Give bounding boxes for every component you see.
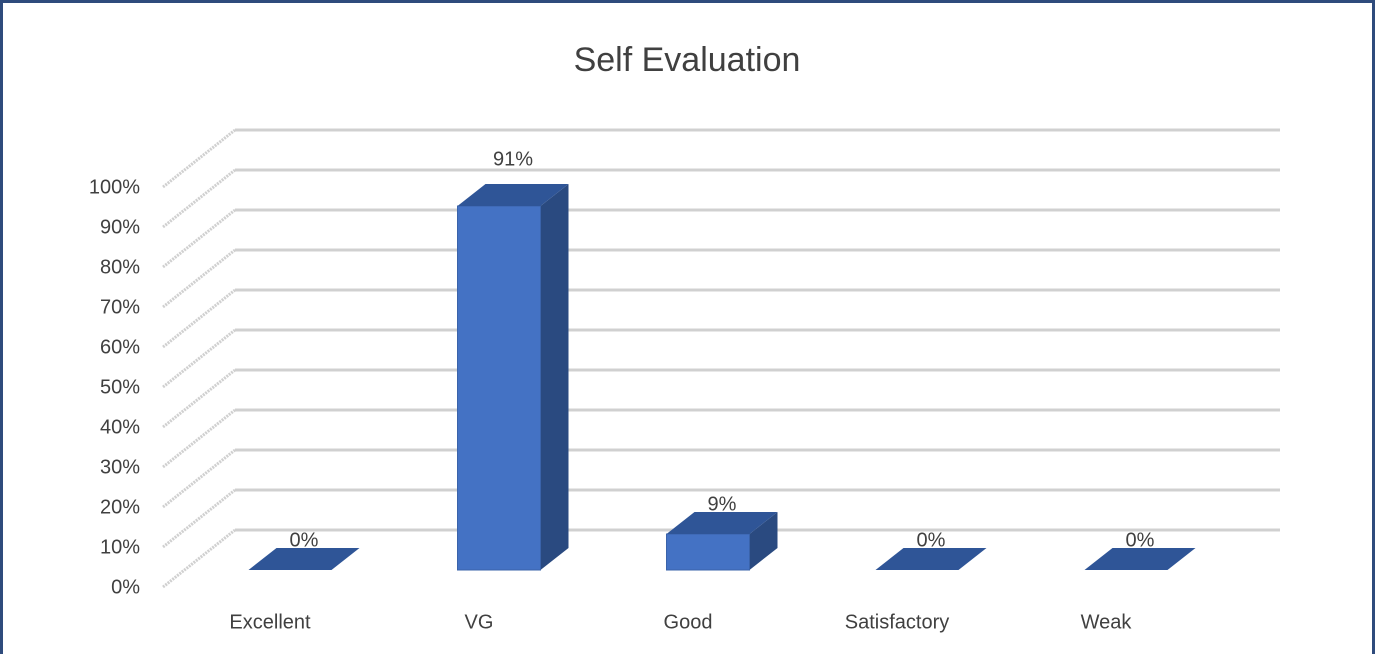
y-tick-label: 70% [100,296,140,318]
y-tick-label: 0% [111,576,140,598]
grid-depth-line [162,288,236,349]
grid-depth-line [162,168,236,229]
grid-depth-line [162,528,236,589]
data-label: 0% [917,529,946,551]
y-tick-label: 40% [100,416,140,438]
chart-title: Self Evaluation [574,41,801,79]
grid-depth-line [162,488,236,549]
y-tick-label: 50% [100,376,140,398]
y-tick-label: 20% [100,496,140,518]
data-label: 0% [1126,529,1155,551]
bar-top [1084,548,1196,570]
bar-side [749,512,778,570]
data-label: 9% [708,493,737,515]
data-label: 0% [290,529,319,551]
data-label: 91% [493,148,533,170]
y-tick-label: 100% [89,176,140,198]
grid-depth-line [162,328,236,389]
grid-depth-line [162,368,236,429]
y-tick-label: 90% [100,216,140,238]
bar-top [875,548,987,570]
x-tick-label: Satisfactory [845,611,949,633]
x-tick-label: Weak [1081,611,1133,633]
bar-top [457,184,569,206]
bar [666,533,750,571]
bar-side [540,184,569,570]
x-tick-label: Excellent [229,611,311,633]
grid-depth-line [162,408,236,469]
y-tick-label: 10% [100,536,140,558]
bar-top [666,512,778,534]
grid-depth-line [162,208,236,269]
bar-top [248,548,360,570]
bar [457,205,541,571]
grid-depth-line [162,248,236,309]
y-tick-label: 80% [100,256,140,278]
y-tick-label: 30% [100,456,140,478]
grid-depth-line [162,448,236,509]
y-tick-label: 60% [100,336,140,358]
x-tick-label: VG [465,611,494,633]
grid-depth-line [162,128,236,189]
x-tick-label: Good [664,611,713,633]
